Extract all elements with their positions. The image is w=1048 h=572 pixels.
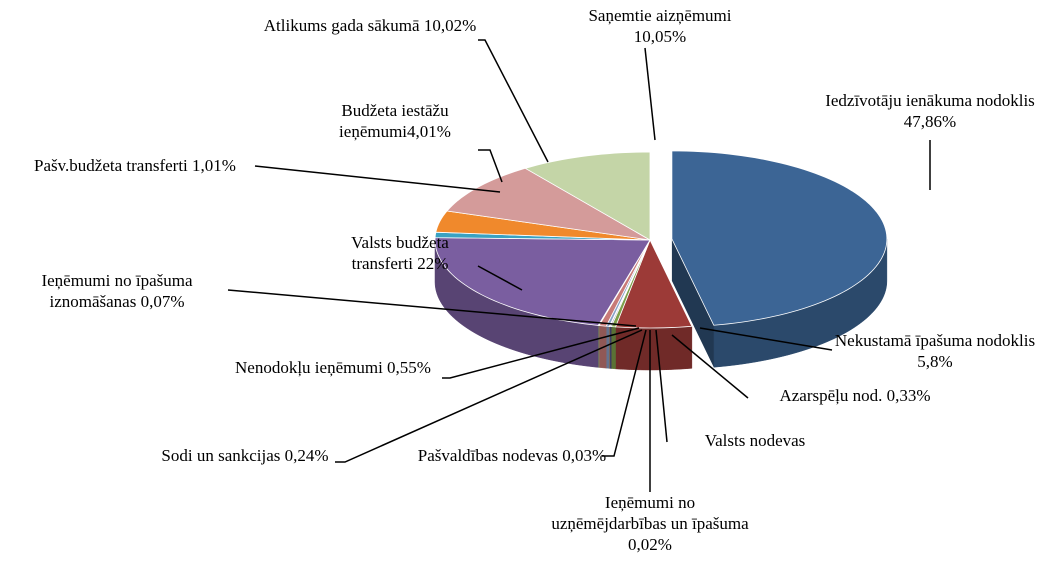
leader-line bbox=[478, 39, 549, 163]
value-label: 10,02% bbox=[423, 16, 477, 35]
slice-label: Valsts budžeta transferti 22% bbox=[320, 232, 480, 274]
slice-label: Pašvaldības nodevas 0,03% bbox=[392, 445, 632, 466]
value-label: 0,55% bbox=[387, 358, 431, 377]
leader-line bbox=[655, 329, 668, 443]
category-label: Saņemtie aizņēmumi bbox=[588, 6, 732, 25]
category-label: Sodi un sankcijas bbox=[161, 446, 281, 465]
value-label: 0,02% bbox=[628, 535, 672, 554]
slice bbox=[524, 151, 651, 241]
leader-line bbox=[478, 149, 503, 183]
slice-label: Pašv.budžeta transferti 1,01% bbox=[5, 155, 265, 176]
category-label: Iedzīvotāju ienākuma nodoklis bbox=[825, 91, 1035, 110]
leader-line bbox=[335, 329, 643, 463]
slice bbox=[614, 239, 693, 329]
value-label: 4,01% bbox=[407, 122, 451, 141]
value-label: 0,24% bbox=[284, 446, 329, 465]
category-label: Nenodokļu ieņēmumi bbox=[235, 358, 383, 377]
slice-label: Azarspēļu nod. 0,33% bbox=[745, 385, 965, 406]
slice bbox=[671, 150, 888, 326]
leader-line bbox=[477, 265, 523, 291]
slice-label: Nekustamā īpašuma nodoklis 5,8% bbox=[830, 330, 1040, 372]
slice-label: Iedzīvotāju ienākuma nodoklis 47,86% bbox=[815, 90, 1045, 132]
value-label: 0,07% bbox=[140, 292, 185, 311]
category-label: Atlikums gada sākumā bbox=[263, 16, 420, 35]
slice-label: Budžeta iestāžu ieņēmumi4,01% bbox=[290, 100, 500, 142]
category-label: Valsts nodevas bbox=[704, 431, 806, 450]
slice-label: Sodi un sankcijas 0,24% bbox=[145, 445, 345, 466]
pie-tops bbox=[434, 150, 888, 329]
slice-side bbox=[610, 326, 616, 370]
category-label: Valsts budžeta transferti bbox=[351, 233, 449, 273]
category-label: Pašv.budžeta transferti bbox=[34, 156, 188, 175]
category-label: Ieņēmumi no uzņēmējdarbības un īpašuma bbox=[551, 493, 749, 533]
slice-label: Valsts nodevas bbox=[675, 430, 835, 451]
leader-line bbox=[254, 165, 501, 193]
value-label: 0,33% bbox=[886, 386, 931, 405]
value-label: 5,8% bbox=[917, 352, 953, 371]
value-label: 22% bbox=[417, 254, 449, 273]
slice-side bbox=[605, 325, 610, 369]
slice-label: Saņemtie aizņēmumi 10,05% bbox=[570, 5, 750, 47]
slice-label: Atlikums gada sākumā 10,02% bbox=[250, 15, 490, 36]
slice bbox=[446, 167, 651, 241]
slice-label: Nenodokļu ieņēmumi 0,55% bbox=[218, 357, 448, 378]
slice-label: Ieņēmumi no īpašuma iznomāšanas 0,07% bbox=[0, 270, 237, 312]
value-label: 0,03% bbox=[562, 446, 607, 465]
value-label: 10,05% bbox=[633, 27, 687, 46]
slice-label: Ieņēmumi no uzņēmējdarbības un īpašuma 0… bbox=[550, 492, 750, 555]
category-label: Budžeta iestāžu ieņēmumi bbox=[339, 101, 449, 141]
slice-side bbox=[615, 326, 693, 371]
leader-line bbox=[644, 47, 656, 141]
category-label: Azarspēļu nod. bbox=[779, 386, 883, 405]
category-label: Pašvaldības nodevas bbox=[417, 446, 559, 465]
leader-line bbox=[602, 329, 647, 457]
category-label: Ieņēmumi no īpašuma iznomāšanas bbox=[41, 271, 193, 311]
leader-line bbox=[227, 289, 637, 327]
leader-line bbox=[699, 327, 833, 351]
leader-line bbox=[442, 327, 640, 379]
value-label: 47,86% bbox=[903, 112, 957, 131]
value-label: 1,01% bbox=[192, 156, 236, 175]
leader-line bbox=[671, 334, 749, 399]
slice-side bbox=[671, 238, 714, 368]
category-label: Nekustamā īpašuma nodoklis bbox=[834, 331, 1036, 350]
